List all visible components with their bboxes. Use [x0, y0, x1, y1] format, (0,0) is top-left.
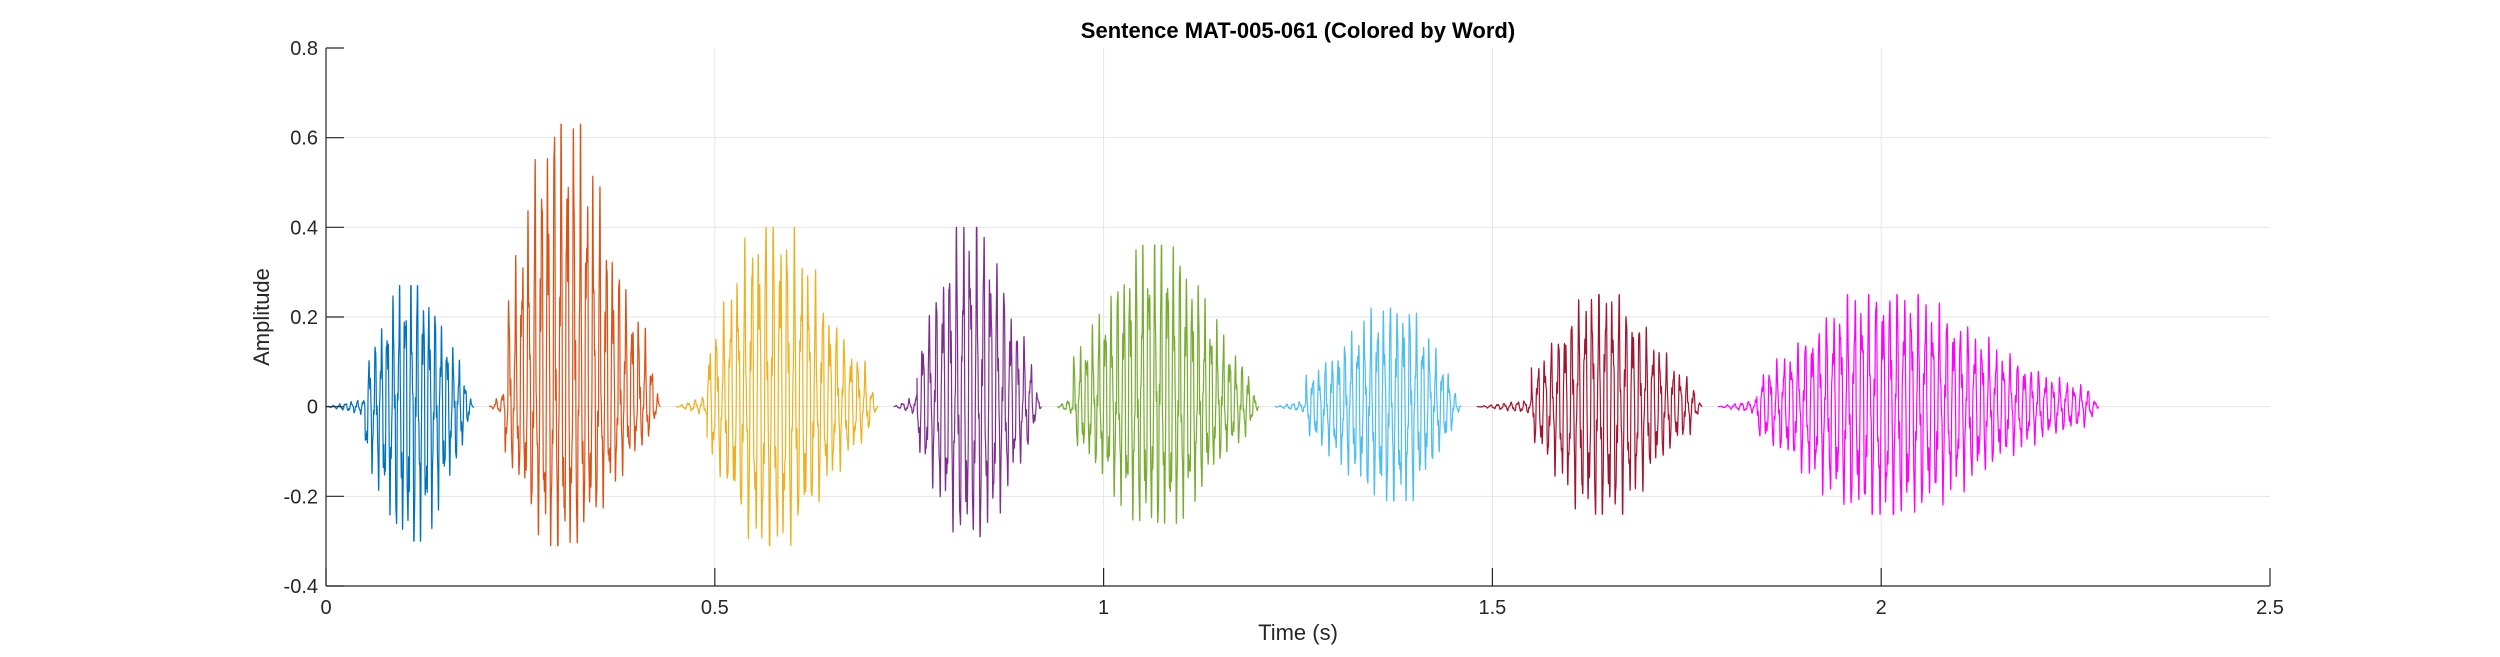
y-tick-label: 0.8: [290, 38, 318, 60]
x-tick-label: 2.5: [2256, 597, 2284, 619]
y-tick-label: -0.4: [284, 576, 318, 598]
y-tick-label: 0: [307, 397, 318, 419]
y-axis-label: Amplitude: [249, 268, 274, 366]
y-tick-label: 0.6: [290, 128, 318, 150]
y-tick-label: 0.4: [290, 217, 318, 239]
waveform-series-7: [1476, 293, 1703, 515]
waveform-series-6: [1274, 307, 1462, 502]
axes: 0 0.5 1 1.5 2 2.5 -0.4 -0.2 0 0.2 0.4 0.6 0.8: [284, 38, 2284, 619]
plot-area: [325, 123, 2100, 547]
x-tick-label: 0.5: [701, 597, 729, 619]
waveform-series-2: [488, 123, 661, 547]
chart-title: Sentence MAT-005-061 (Colored by Word): [1081, 18, 1515, 43]
waveform-series-4: [893, 226, 1042, 538]
x-tick-label: 2: [1876, 597, 1887, 619]
waveform-series-8: [1717, 293, 2100, 515]
waveform-series-3: [675, 226, 879, 547]
y-tick-label: 0.2: [290, 307, 318, 329]
x-tick-label: 1.5: [1478, 597, 1506, 619]
x-axis-label: Time (s): [1258, 620, 1338, 645]
x-tick-label: 0: [320, 597, 331, 619]
waveform-series-1: [325, 285, 475, 542]
y-tick-label: -0.2: [284, 486, 318, 508]
waveform-series-5: [1056, 244, 1260, 524]
x-tick-label: 1: [1098, 597, 1109, 619]
